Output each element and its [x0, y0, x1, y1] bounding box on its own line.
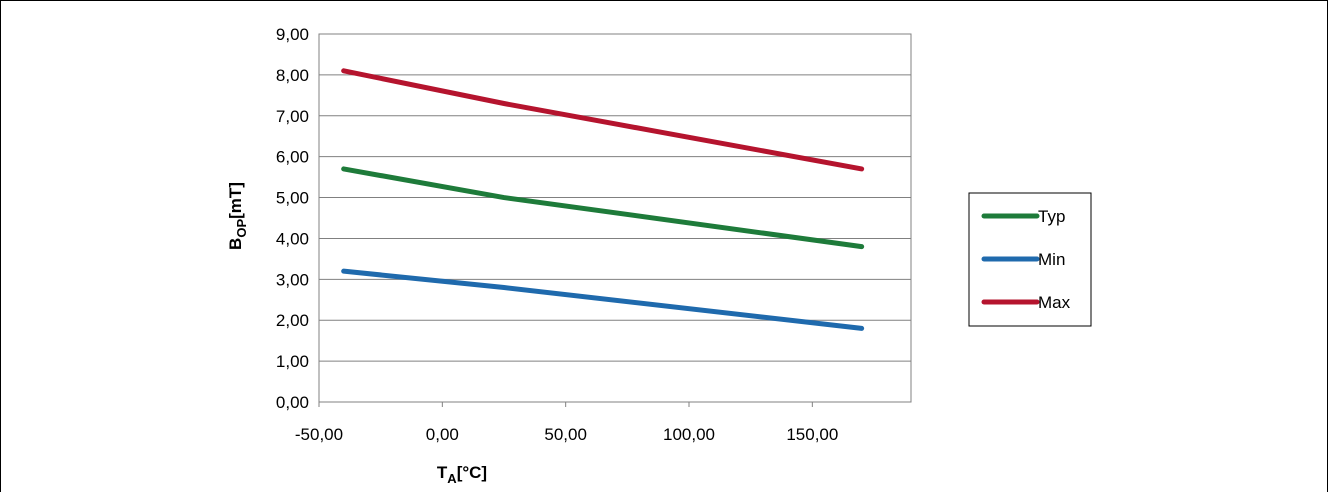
y-tick-label: 7,00	[276, 107, 309, 126]
y-axis-title-unit: [mT]	[226, 182, 245, 219]
legend: Typ Min Max	[969, 193, 1091, 326]
y-tick-label: 5,00	[276, 189, 309, 208]
series-lines	[344, 71, 862, 329]
y-tick-label: 1,00	[276, 352, 309, 371]
y-axis-title-main: B	[226, 238, 245, 250]
series-line-typ	[344, 169, 862, 247]
x-axis-title-unit: [°C]	[457, 463, 487, 482]
x-axis-ticks: -50,00 0,00 50,00 100,00 150,00	[295, 402, 838, 444]
y-tick-label: 9,00	[276, 25, 309, 44]
y-tick-label: 0,00	[276, 393, 309, 412]
y-tick-label: 6,00	[276, 148, 309, 167]
y-tick-label: 8,00	[276, 66, 309, 85]
plot-area	[319, 34, 911, 402]
x-tick-label: 100,00	[663, 425, 715, 444]
x-axis-title: TA[°C]	[437, 463, 487, 486]
x-axis-title-main: T	[437, 463, 448, 482]
legend-label-typ: Typ	[1038, 207, 1065, 226]
y-tick-label: 3,00	[276, 270, 309, 289]
y-axis-ticks: 0,00 1,00 2,00 3,00 4,00 5,00 6,00 7,00 8,00 9,00	[276, 25, 309, 412]
x-tick-label: 50,00	[544, 425, 587, 444]
legend-label-min: Min	[1038, 250, 1065, 269]
x-tick-label: 0,00	[426, 425, 459, 444]
legend-label-max: Max	[1038, 293, 1071, 312]
x-tick-label: 150,00	[786, 425, 838, 444]
y-tick-label: 4,00	[276, 229, 309, 248]
y-tick-label: 2,00	[276, 311, 309, 330]
x-tick-label: -50,00	[295, 425, 343, 444]
y-axis-title: BOP[mT]	[226, 182, 249, 250]
grid-lines	[319, 34, 911, 402]
series-line-max	[344, 71, 862, 169]
y-axis-title-sub: OP	[234, 219, 249, 238]
